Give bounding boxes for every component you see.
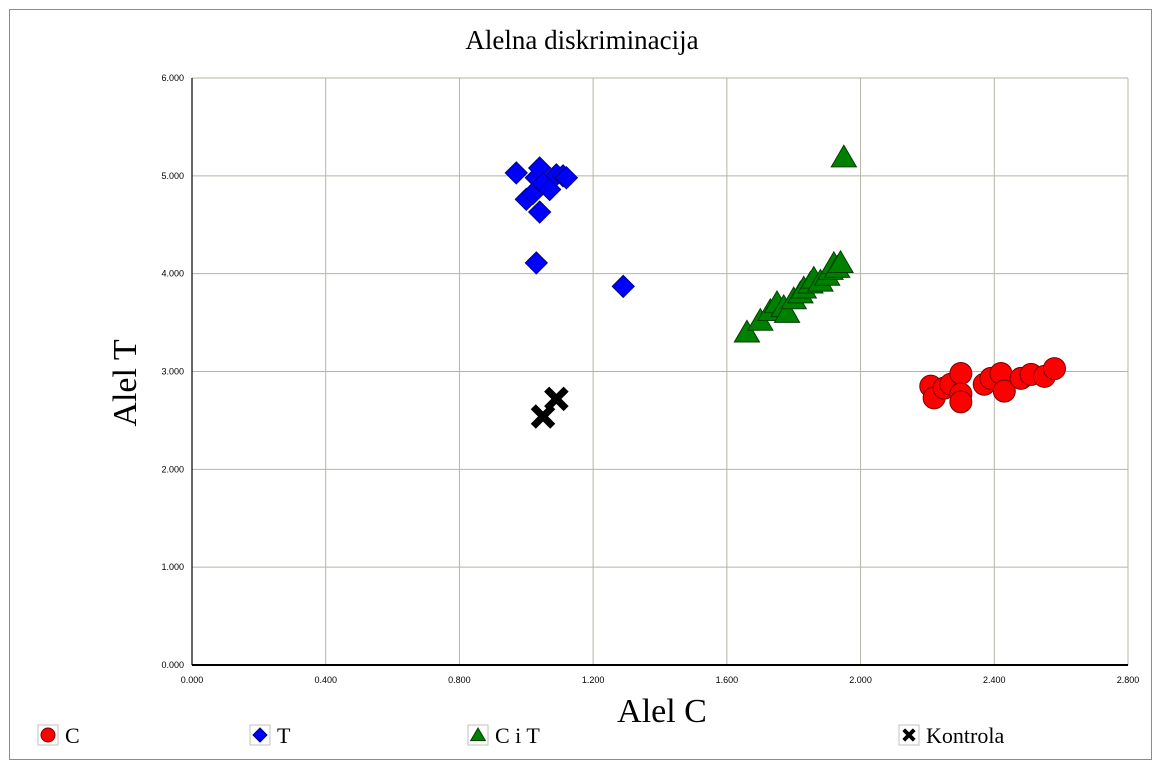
point-t [527, 200, 552, 224]
chart-title: Alelna diskriminacija [465, 25, 698, 55]
point-c-i-t [733, 319, 761, 343]
legend-marker-circle [40, 727, 56, 743]
legend-marker-x [902, 728, 916, 742]
legend: C T C i T Kontrola [37, 723, 1004, 748]
legend-item: T [249, 723, 291, 748]
legend-item: C i T [467, 723, 540, 748]
y-tick-label: 0.000 [161, 660, 184, 670]
x-tick-label: 2.000 [849, 675, 872, 685]
x-tick-label: 2.400 [983, 675, 1006, 685]
chart-frame: Alelna diskriminacija 0.000 0.400 0.800 1.2… [9, 9, 1152, 760]
x-axis-label: Alel C [617, 693, 707, 730]
legend-marker-triangle [469, 727, 487, 742]
point-kontrola [544, 386, 569, 412]
x-tick-label: 0.800 [448, 675, 471, 685]
point-c-i-t [773, 299, 801, 323]
y-tick-label: 2.000 [161, 464, 184, 474]
y-tick-labels: 0.000 1.000 2.000 3.000 4.000 5.000 6.000 [161, 73, 184, 670]
x-tick-label: 0.400 [314, 675, 337, 685]
point-c [949, 361, 973, 385]
point-c-i-t [827, 249, 854, 274]
scatter-chart: Alelna diskriminacija 0.000 0.400 0.800 1.2… [37, 25, 1140, 748]
x-tick-label: 0.000 [181, 675, 204, 685]
legend-item: Kontrola [898, 723, 1004, 748]
legend-item: C [37, 723, 80, 748]
point-t [524, 251, 549, 275]
x-tick-label: 2.800 [1117, 675, 1140, 685]
axes [191, 78, 1128, 666]
point-t [611, 274, 635, 299]
y-axis-label: Alel T [107, 339, 144, 426]
y-tick-label: 6.000 [161, 73, 184, 83]
point-t [504, 161, 528, 185]
y-tick-label: 5.000 [161, 171, 184, 181]
data-points [504, 144, 1066, 429]
point-t [554, 166, 579, 190]
legend-label: C i T [495, 723, 540, 748]
legend-label: T [277, 723, 291, 748]
legend-label: Kontrola [926, 723, 1004, 748]
x-tick-label: 1.200 [582, 675, 605, 685]
legend-label: C [65, 723, 80, 748]
y-tick-label: 1.000 [161, 562, 184, 572]
y-tick-label: 4.000 [161, 269, 184, 279]
point-c [1042, 357, 1066, 381]
x-tick-labels: 0.000 0.400 0.800 1.200 1.600 2.000 2.400 2.800 [181, 675, 1140, 685]
point-c-i-t [830, 144, 858, 168]
x-tick-label: 1.600 [716, 675, 739, 685]
point-c [992, 379, 1016, 403]
y-tick-label: 3.000 [161, 367, 184, 377]
legend-marker-diamond [252, 727, 268, 743]
point-c [949, 390, 973, 414]
